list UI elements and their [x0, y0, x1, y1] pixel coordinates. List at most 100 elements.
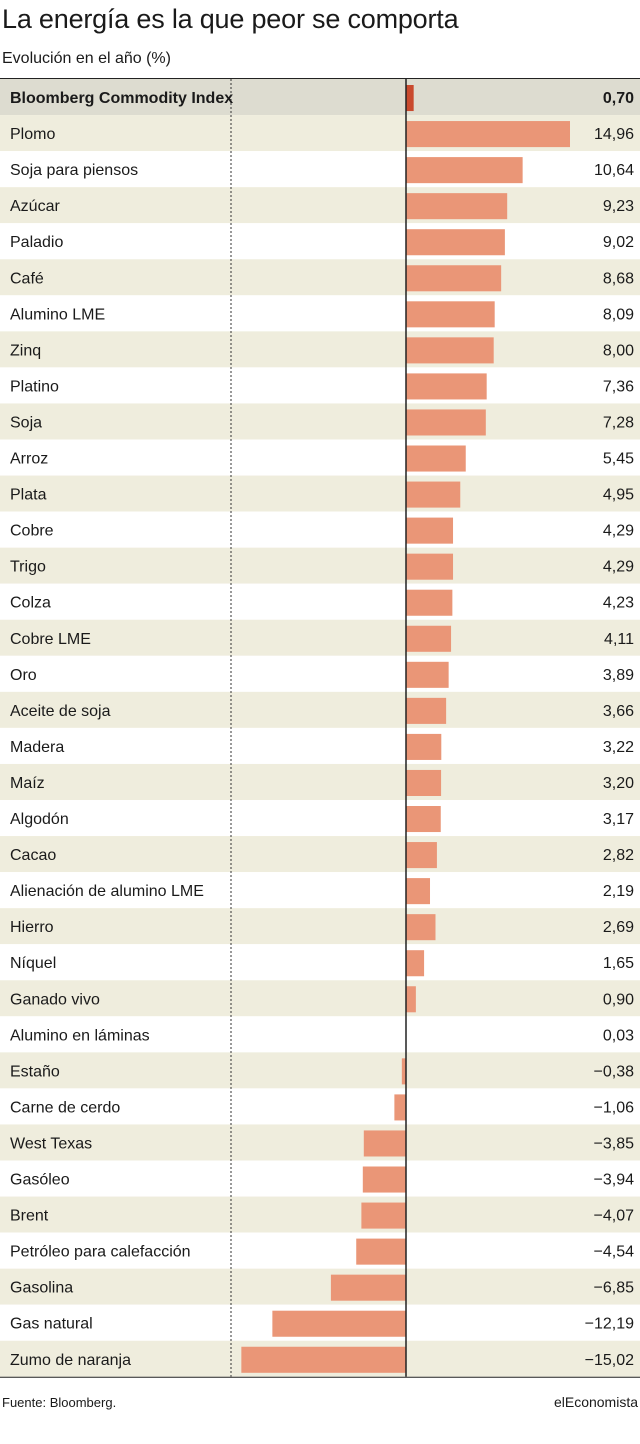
row-background [0, 295, 640, 332]
bar [406, 157, 523, 184]
category-label: Aceite de soja [10, 703, 111, 720]
bar [406, 914, 436, 941]
value-label: 8,00 [603, 342, 634, 359]
bar [406, 553, 454, 580]
value-label: 5,45 [603, 451, 634, 468]
value-label: 1,65 [603, 955, 634, 972]
value-label: 7,28 [603, 414, 634, 431]
bar [406, 589, 453, 616]
bar [272, 1310, 406, 1337]
bar [362, 1166, 406, 1193]
row-background [0, 331, 640, 368]
value-label: −0,38 [594, 1063, 635, 1080]
value-label: 0,70 [603, 90, 634, 107]
brand-logo: elEconomista [553, 1394, 638, 1410]
source-note: Fuente: Bloomberg. [2, 1395, 117, 1410]
bar [406, 769, 442, 796]
category-label: Alumino en láminas [10, 1027, 150, 1044]
category-label: Níquel [10, 955, 56, 972]
category-label: Carne de cerdo [10, 1099, 120, 1116]
value-label: −4,07 [594, 1208, 635, 1225]
bar [394, 1094, 406, 1121]
category-label: Trigo [10, 559, 46, 576]
row-background [0, 439, 640, 476]
row-background [0, 619, 640, 656]
bar [406, 265, 502, 292]
row-background [0, 547, 640, 584]
category-label: West Texas [10, 1135, 92, 1152]
category-label: Colza [10, 595, 51, 612]
category-label: Oro [10, 667, 37, 684]
bar [406, 697, 447, 724]
row-background [0, 1088, 640, 1125]
row-background [0, 1268, 640, 1305]
row-background [0, 872, 640, 909]
bar [406, 337, 494, 364]
category-label: Soja para piensos [10, 162, 138, 179]
bar [401, 1058, 406, 1085]
category-label: Petróleo para calefacción [10, 1244, 191, 1261]
value-label: 9,02 [603, 234, 634, 251]
value-label: −3,94 [594, 1172, 635, 1189]
category-label: Ganado vivo [10, 991, 100, 1008]
bar [406, 481, 461, 508]
bar [406, 950, 425, 977]
category-label: Azúcar [10, 198, 60, 215]
bar [406, 229, 505, 256]
bar [406, 193, 508, 220]
bar [406, 625, 452, 652]
bar [406, 517, 454, 544]
category-label: Plata [10, 487, 47, 504]
row-background [0, 655, 640, 692]
bar [406, 85, 414, 112]
row-background [0, 727, 640, 764]
row-background [0, 908, 640, 945]
category-label: Gasóleo [10, 1172, 70, 1189]
value-label: 3,89 [603, 667, 634, 684]
value-label: 3,20 [603, 775, 634, 792]
value-label: −6,85 [594, 1280, 635, 1297]
row-background [0, 800, 640, 837]
row-background [0, 1016, 640, 1053]
value-label: 8,09 [603, 306, 634, 323]
value-label: −15,02 [585, 1352, 634, 1369]
value-label: 14,96 [594, 126, 634, 143]
bar [406, 878, 431, 905]
category-label: Platino [10, 378, 59, 395]
row-background [0, 583, 640, 620]
bar [406, 301, 495, 328]
category-label: Arroz [10, 451, 48, 468]
value-label: 2,69 [603, 919, 634, 936]
category-label: Algodón [10, 811, 69, 828]
value-label: 4,11 [604, 631, 634, 648]
bar [361, 1202, 406, 1229]
value-label: 3,22 [603, 739, 634, 756]
chart-subtitle: Evolución en el año (%) [2, 50, 171, 67]
row-background [0, 151, 640, 188]
row-background [0, 403, 640, 440]
bar [406, 986, 416, 1013]
value-label: −3,85 [594, 1135, 635, 1152]
value-label: −12,19 [585, 1316, 634, 1333]
bar [356, 1238, 406, 1265]
row-background [0, 79, 640, 116]
category-label: Hierro [10, 919, 54, 936]
value-label: 3,66 [603, 703, 634, 720]
category-label: Bloomberg Commodity Index [10, 90, 233, 107]
row-background [0, 1052, 640, 1089]
value-label: 9,23 [603, 198, 634, 215]
row-background [0, 763, 640, 800]
bar [241, 1346, 406, 1373]
row-background [0, 259, 640, 296]
category-label: Brent [10, 1208, 49, 1225]
value-label: 3,17 [603, 811, 634, 828]
value-label: 2,19 [603, 883, 634, 900]
category-label: Cobre LME [10, 631, 91, 648]
category-label: Madera [10, 739, 64, 756]
category-label: Cacao [10, 847, 56, 864]
row-background [0, 1232, 640, 1269]
chart-title: La energía es la que peor se comporta [2, 4, 459, 34]
category-label: Soja [10, 414, 42, 431]
row-background [0, 944, 640, 981]
value-label: 7,36 [603, 378, 634, 395]
